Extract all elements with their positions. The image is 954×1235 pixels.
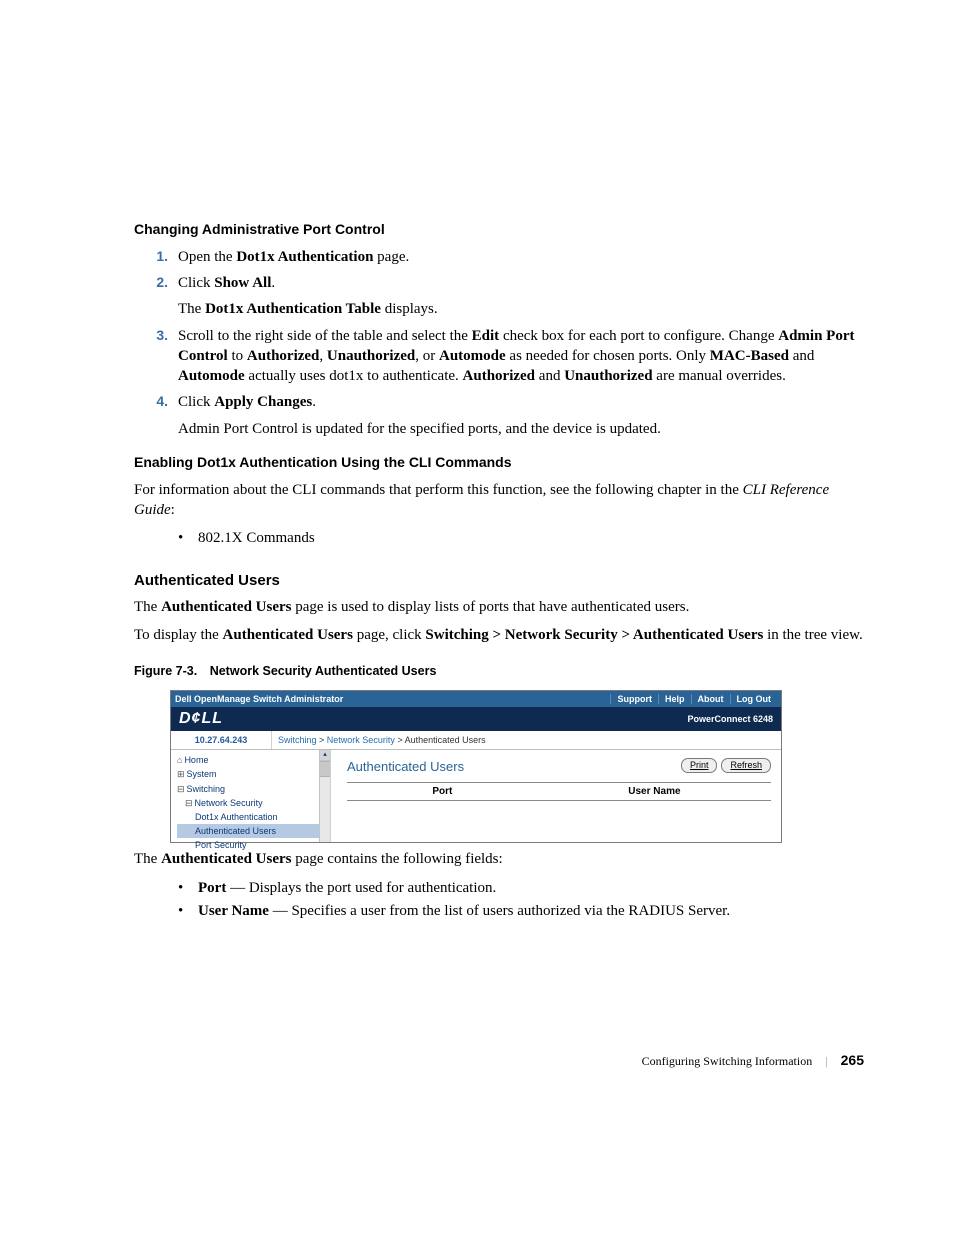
topbar-link[interactable]: Log Out — [730, 694, 778, 704]
step-item: 1.Open the Dot1x Authentication page. — [134, 247, 864, 267]
topbar-link[interactable]: About — [691, 694, 730, 704]
footer-section-title: Configuring Switching Information — [642, 1054, 813, 1068]
step-body: Open the Dot1x Authentication page. — [178, 247, 864, 267]
heading-enabling-cli: Enabling Dot1x Authentication Using the … — [134, 453, 864, 472]
dell-logo: D¢LL — [179, 708, 223, 730]
bullet-item: 802.1X Commands — [178, 528, 864, 548]
cli-intro-paragraph: For information about the CLI commands t… — [134, 480, 864, 521]
nav-tree[interactable]: ⌂Home⊞System⊟Switching⊟Network SecurityD… — [171, 750, 331, 842]
step-number: 3. — [134, 326, 178, 387]
au-paragraph-1: The Authenticated Users page is used to … — [134, 597, 864, 617]
screenshot-brandrow: D¢LL PowerConnect 6248 — [171, 707, 781, 731]
nav-item[interactable]: Dot1x Authentication — [177, 810, 328, 824]
model-label: PowerConnect 6248 — [687, 713, 773, 725]
screenshot-figure: Dell OpenManage Switch Administrator Sup… — [170, 690, 782, 843]
step-item: 2.Click Show All.The Dot1x Authenticatio… — [134, 273, 864, 320]
print-button[interactable]: Print — [681, 758, 718, 773]
breadcrumb: Switching > Network Security > Authentic… — [272, 731, 492, 749]
nav-item[interactable]: Authenticated Users — [177, 824, 328, 838]
topbar-title: Dell OpenManage Switch Administrator — [175, 693, 610, 705]
topbar-link[interactable]: Help — [658, 694, 691, 704]
page-footer: Configuring Switching Information | 265 — [134, 1051, 864, 1070]
col-username: User Name — [538, 785, 771, 799]
cli-bullet-list: 802.1X Commands — [178, 528, 864, 548]
step-number: 2. — [134, 273, 178, 320]
bullet-item: Port — Displays the port used for authen… — [178, 878, 864, 898]
fields-bullet-list: Port — Displays the port used for authen… — [178, 878, 864, 922]
footer-separator: | — [815, 1054, 837, 1068]
screenshot-iprow: 10.27.64.243 Switching > Network Securit… — [171, 731, 781, 750]
nav-scrollbar[interactable]: ▴ — [319, 750, 330, 842]
nav-item[interactable]: ⌂Home — [177, 753, 328, 767]
scroll-thumb[interactable] — [320, 761, 330, 777]
bullet-item: User Name — Specifies a user from the li… — [178, 901, 864, 921]
nav-item[interactable]: ⊟Network Security — [177, 796, 328, 810]
nav-item[interactable]: ⊟Switching — [177, 782, 328, 796]
fields-intro-paragraph: The Authenticated Users page contains th… — [134, 849, 864, 869]
step-body: Click Show All.The Dot1x Authentication … — [178, 273, 864, 320]
refresh-button[interactable]: Refresh — [721, 758, 771, 773]
step-item: 3.Scroll to the right side of the table … — [134, 326, 864, 387]
screenshot-main: Authenticated Users Print Refresh Port U… — [331, 750, 781, 842]
nav-item[interactable]: ⊞System — [177, 767, 328, 781]
topbar-link[interactable]: Support — [610, 694, 658, 704]
step-body: Scroll to the right side of the table an… — [178, 326, 864, 387]
step-number: 4. — [134, 392, 178, 439]
ip-address: 10.27.64.243 — [171, 731, 272, 749]
heading-authenticated-users: Authenticated Users — [134, 571, 864, 591]
screenshot-topbar: Dell OpenManage Switch Administrator Sup… — [171, 691, 781, 707]
au-paragraph-2: To display the Authenticated Users page,… — [134, 625, 864, 645]
step-number: 1. — [134, 247, 178, 267]
auth-users-table: Port User Name — [347, 782, 771, 802]
col-port: Port — [347, 785, 538, 799]
heading-changing-port-control: Changing Administrative Port Control — [134, 220, 864, 239]
nav-item[interactable]: Port Security — [177, 838, 328, 852]
figure-caption: Figure 7-3. Network Security Authenticat… — [134, 663, 864, 680]
scroll-up-icon[interactable]: ▴ — [320, 750, 330, 761]
footer-page-number: 265 — [841, 1052, 864, 1068]
ordered-steps: 1.Open the Dot1x Authentication page.2.C… — [134, 247, 864, 439]
step-item: 4.Click Apply Changes.Admin Port Control… — [134, 392, 864, 439]
step-body: Click Apply Changes.Admin Port Control i… — [178, 392, 864, 439]
